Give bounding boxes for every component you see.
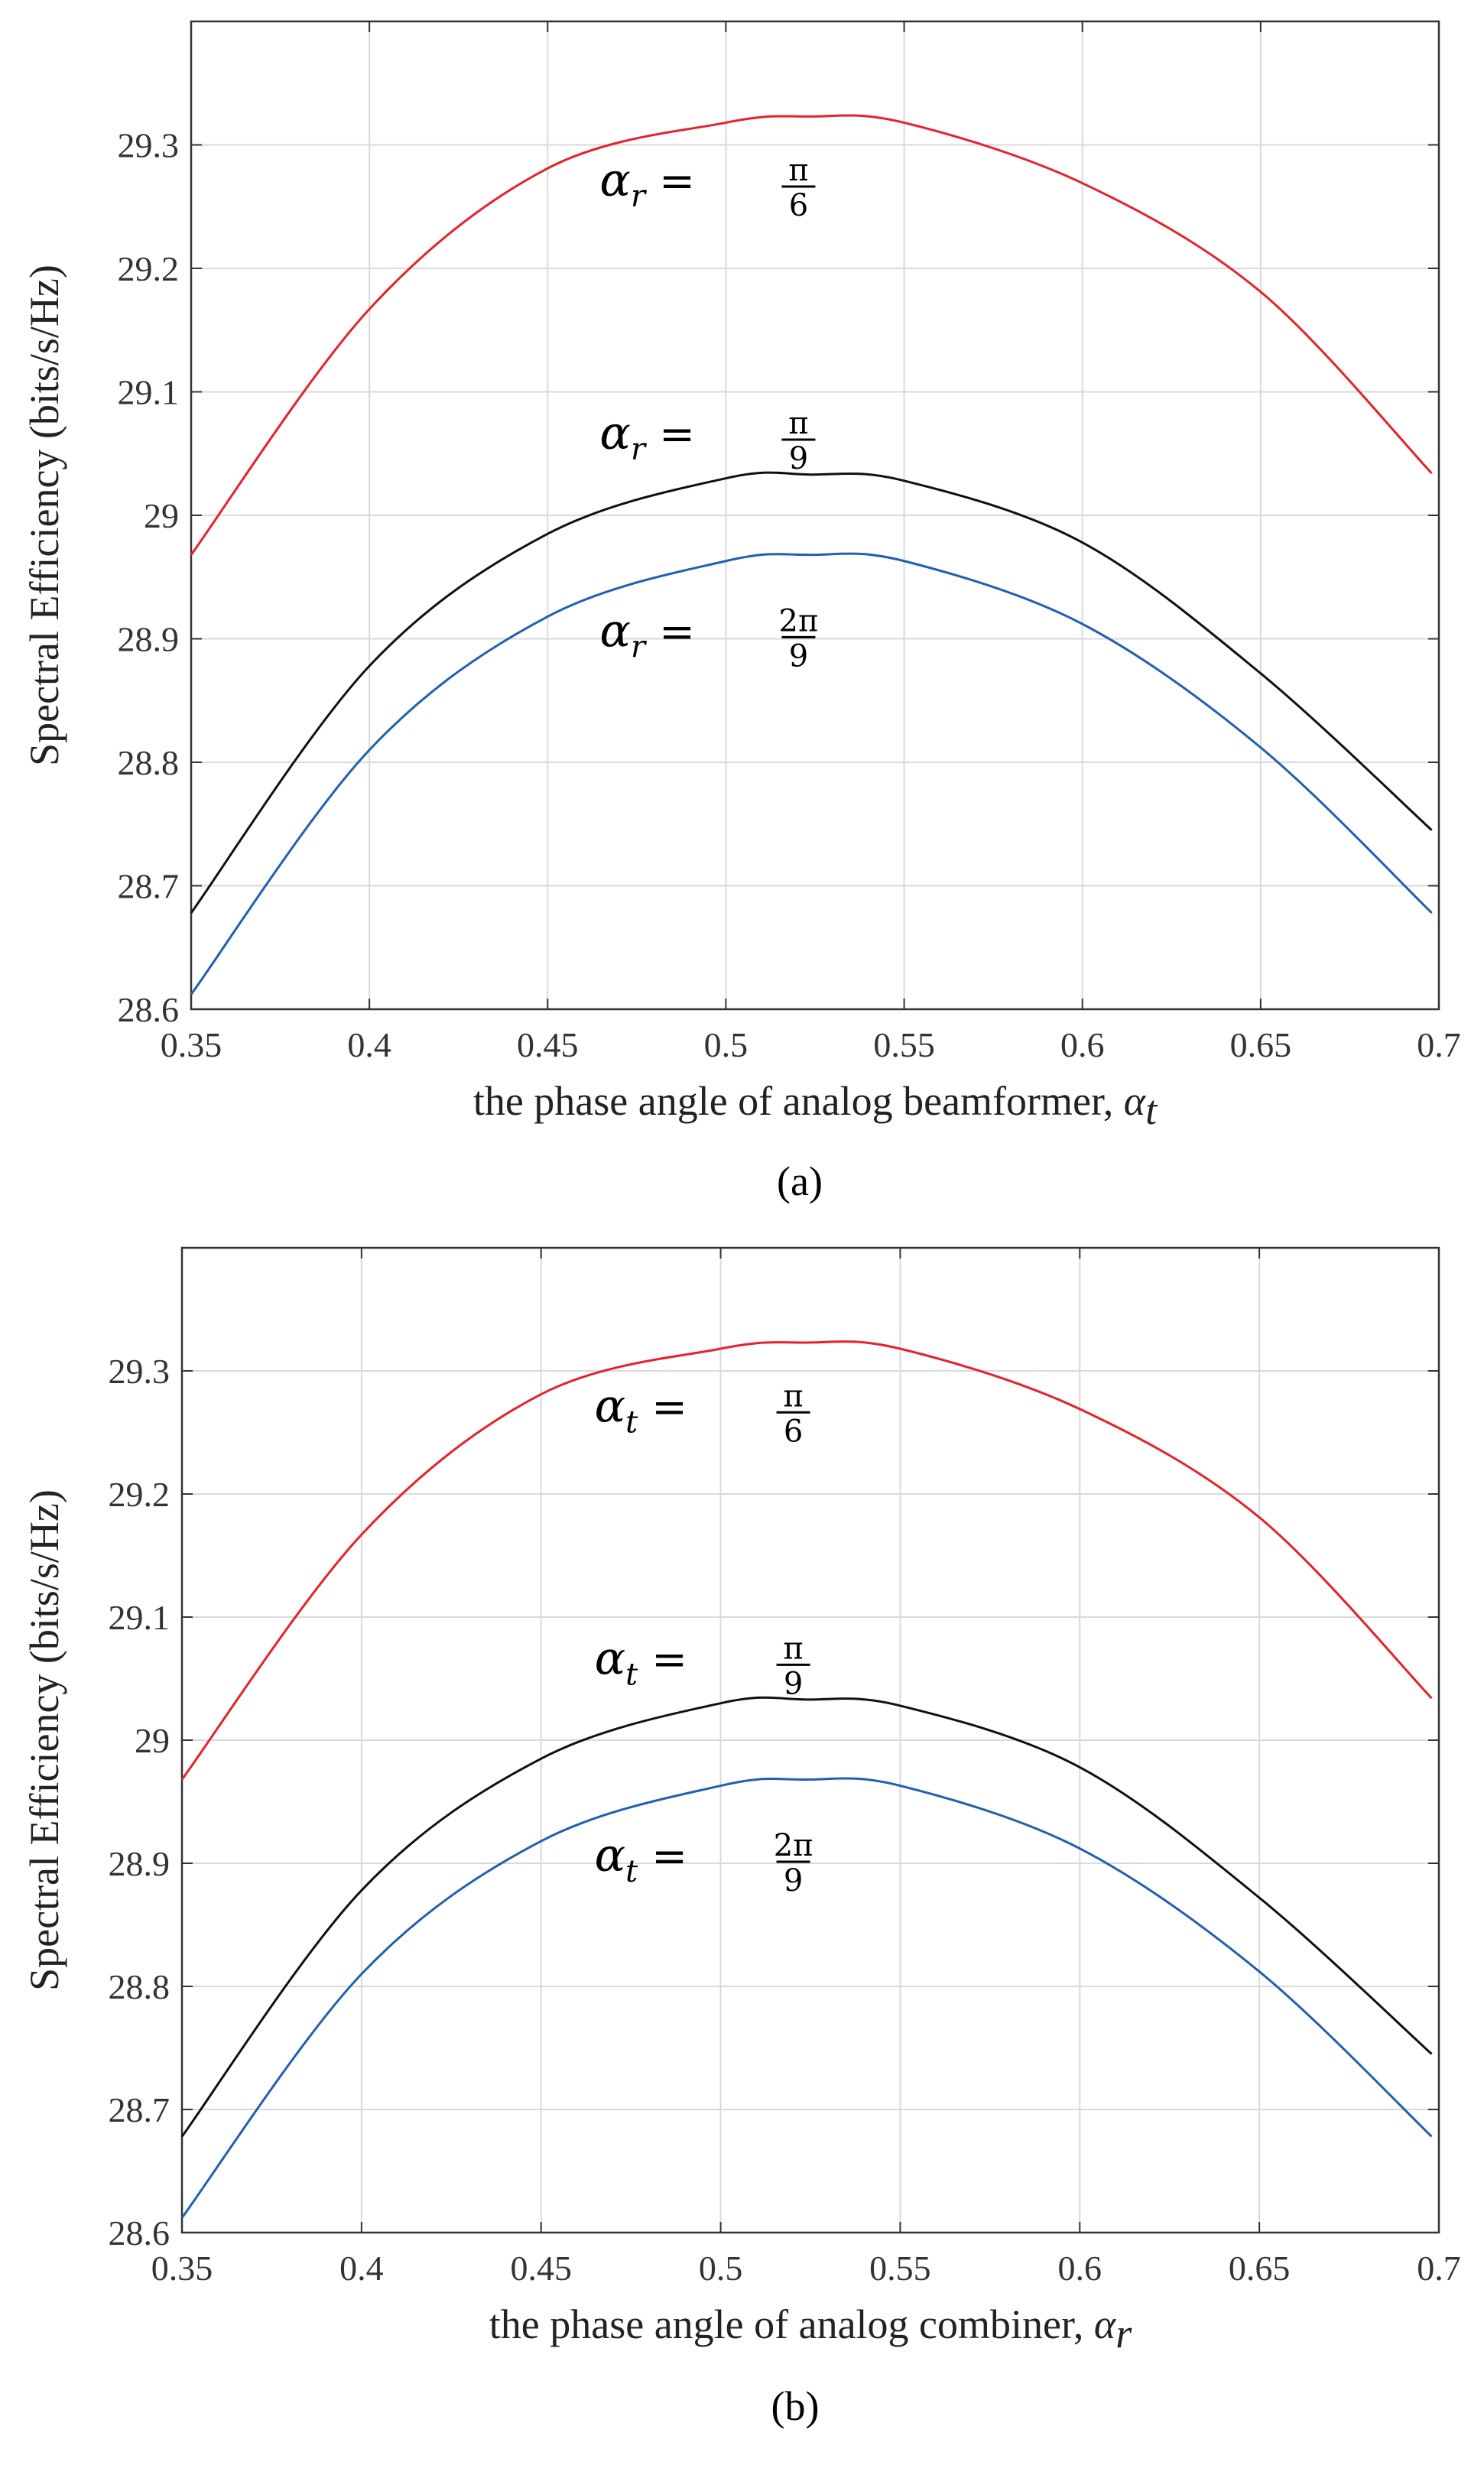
chart-panel-b: 0.35 0.4 0.45 0.5 0.55 0.6 0.65 0.7 28.6 28.7 28.8… — [21, 1246, 1461, 2429]
annotation-label: αt = — [595, 1829, 688, 1889]
annotation-label: αt = — [595, 1632, 688, 1692]
annotation-denominator: 9 — [784, 1666, 803, 1701]
axes-frame — [190, 20, 1440, 1011]
series-annotation: αr = π6 — [599, 153, 816, 223]
series-line — [190, 552, 1433, 995]
annotation-label: αr = — [599, 407, 695, 467]
y-tick-label: 28.8 — [118, 743, 180, 782]
annotation-label: αt = — [595, 1379, 688, 1440]
annotation-label: αr = — [599, 604, 695, 664]
annotation-numerator: 2π — [774, 1828, 813, 1863]
x-tick-label: 0.45 — [517, 1025, 579, 1064]
x-tick-label: 0.35 — [161, 1025, 222, 1064]
x-tick-label: 0.7 — [1417, 1025, 1461, 1064]
x-axis-label: the phase angle of analog combiner, αr — [489, 2301, 1132, 2356]
y-tick-label: 28.9 — [118, 620, 180, 659]
series-annotation: αr = 2π9 — [599, 603, 818, 674]
annotation-numerator: π — [783, 1631, 803, 1666]
y-tick-label: 29.3 — [109, 1352, 170, 1391]
x-tick-label: 0.55 — [873, 1025, 935, 1064]
y-tick-label: 29.3 — [118, 126, 180, 165]
axes-frame — [180, 1246, 1440, 2234]
y-tick-label: 28.7 — [118, 867, 180, 906]
x-tick-label: 0.4 — [339, 2249, 384, 2288]
x-tick-label: 0.45 — [510, 2249, 572, 2288]
annotation-numerator: π — [783, 1379, 803, 1414]
annotation-label: αr = — [599, 154, 695, 214]
y-tick-label: 29 — [144, 496, 179, 535]
y-tick-label: 29.2 — [118, 249, 180, 288]
series-annotation: αr = π9 — [599, 406, 816, 476]
x-tick-label: 0.5 — [699, 2249, 743, 2288]
y-axis-label: Spectral Efficiency (bits/s/Hz) — [21, 265, 67, 766]
y-tick-label: 28.7 — [109, 2090, 170, 2129]
x-tick-label: 0.6 — [1058, 2249, 1102, 2288]
y-tick-label: 28.6 — [109, 2213, 170, 2252]
y-tick-label: 28.9 — [109, 1844, 170, 1883]
annotation-denominator: 9 — [789, 638, 808, 674]
chart-panel-a: 0.35 0.4 0.45 0.5 0.55 0.6 0.65 0.7 28.6 28.7 28.8… — [21, 20, 1461, 1204]
x-tick-label: 0.4 — [347, 1025, 391, 1064]
y-axis-label: Spectral Efficiency (bits/s/Hz) — [21, 1489, 67, 1991]
series-annotation: αt = π6 — [595, 1379, 810, 1449]
annotation-denominator: 6 — [784, 1414, 803, 1449]
annotation-denominator: 9 — [789, 441, 808, 476]
y-tick-label: 28.8 — [109, 1967, 170, 2006]
series-annotation: αt = π9 — [595, 1631, 810, 1701]
x-tick-label: 0.65 — [1230, 1025, 1292, 1064]
annotation-denominator: 9 — [784, 1863, 803, 1898]
annotation-numerator: π — [788, 153, 808, 188]
y-tick-label: 28.6 — [118, 990, 180, 1029]
annotation-numerator: π — [788, 406, 808, 441]
x-tick-label: 0.55 — [869, 2249, 931, 2288]
annotation-denominator: 6 — [789, 188, 808, 223]
series-line — [190, 114, 1433, 556]
series-line — [180, 1777, 1433, 2219]
x-tick-label: 0.6 — [1060, 1025, 1105, 1064]
series-line — [180, 1340, 1433, 1781]
y-tick-label: 29.1 — [118, 373, 180, 412]
x-tick-label: 0.65 — [1229, 2249, 1291, 2288]
y-tick-label: 29.2 — [109, 1475, 170, 1514]
x-tick-label: 0.5 — [704, 1025, 748, 1064]
annotation-numerator: 2π — [779, 603, 819, 638]
y-tick-label: 29 — [135, 1721, 170, 1760]
x-tick-label: 0.7 — [1417, 2249, 1461, 2288]
series-annotation: αt = 2π9 — [595, 1828, 813, 1898]
series-line — [180, 1696, 1433, 2138]
panel-caption: (a) — [777, 1158, 823, 1204]
y-tick-label: 29.1 — [109, 1598, 170, 1637]
panel-caption: (b) — [771, 2383, 820, 2429]
x-axis-label: the phase angle of analog beamformer, αt — [473, 1078, 1158, 1133]
x-tick-label: 0.35 — [151, 2249, 213, 2288]
series-line — [190, 471, 1433, 914]
